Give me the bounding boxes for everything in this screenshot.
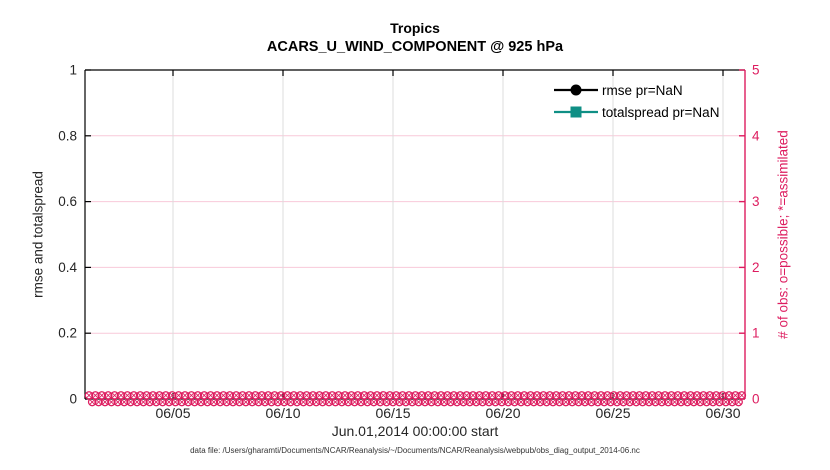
- y-tick-label-left: 0.2: [58, 326, 77, 341]
- legend-label-rmse: rmse pr=NaN: [602, 82, 683, 98]
- x-tick-label: 06/05: [155, 405, 190, 421]
- y-tick-label-right: 5: [752, 63, 760, 78]
- chart-subtitle: ACARS_U_WIND_COMPONENT @ 925 hPa: [266, 39, 564, 55]
- x-tick-label: 06/25: [595, 405, 630, 421]
- y-tick-label-right: 2: [752, 260, 760, 275]
- y-tick-label-left: 0.4: [58, 260, 77, 275]
- x-tick-label: 06/15: [375, 405, 410, 421]
- legend-sample-totalspread: [554, 106, 598, 118]
- y-tick-label-left: 1: [69, 63, 77, 78]
- y-tick-label-right: 0: [752, 392, 760, 407]
- legend-sample-rmse: [554, 84, 598, 96]
- y-tick-label-left: 0.8: [58, 128, 77, 143]
- data-file-caption: data file: /Users/gharamti/Documents/NCA…: [190, 446, 640, 455]
- legend-item-totalspread: totalspread pr=NaN: [553, 103, 719, 121]
- x-axis-label: Jun.01,2014 00:00:00 start: [331, 423, 499, 439]
- chart-title: Tropics: [390, 20, 440, 36]
- x-tick-label: 06/10: [265, 405, 300, 421]
- y-tick-label-right: 4: [752, 128, 760, 143]
- y-tick-label-right: 1: [752, 326, 760, 341]
- x-tick-label: 06/20: [485, 405, 520, 421]
- legend-item-rmse: rmse pr=NaN: [553, 81, 719, 99]
- obs-count-markers-band: [84, 391, 747, 407]
- legend-label-totalspread: totalspread pr=NaN: [602, 104, 720, 120]
- legend: rmse pr=NaN totalspread pr=NaN: [553, 81, 719, 121]
- y-tick-label-left: 0.6: [58, 194, 77, 209]
- x-tick-label: 06/30: [705, 405, 740, 421]
- y-axis-label-left: rmse and totalspread: [30, 171, 46, 298]
- y-tick-label-left: 0: [69, 392, 77, 407]
- y-tick-label-right: 3: [752, 194, 760, 209]
- y-axis-label-right: # of obs: o=possible; *=assimilated: [775, 130, 791, 339]
- square-marker-icon: [570, 106, 582, 118]
- circle-marker-icon: [570, 84, 582, 96]
